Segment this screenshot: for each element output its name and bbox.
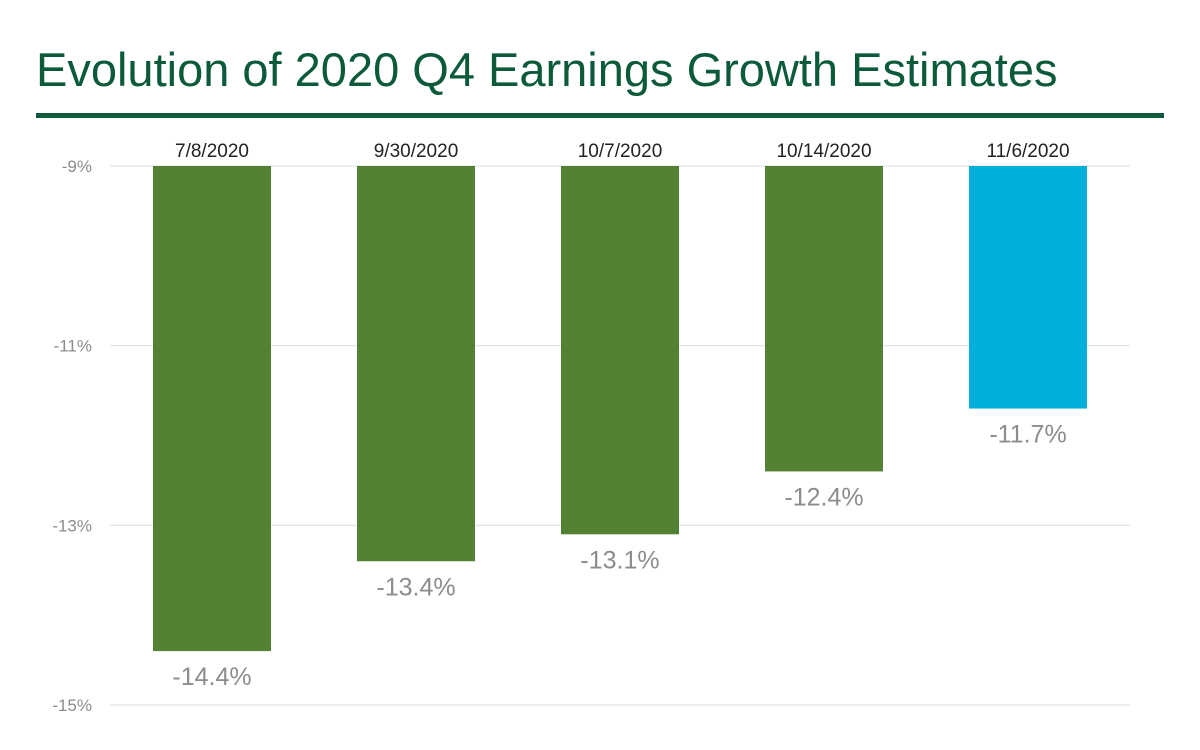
y-tick-label: -11% (54, 337, 92, 356)
bar (765, 166, 883, 472)
data-label: -11.7% (989, 421, 1066, 449)
bar (357, 166, 475, 562)
y-tick-label: -15% (52, 696, 92, 715)
category-labels: 7/8/2020 9/30/2020 10/7/2020 10/14/2020 11/6… (175, 141, 1070, 162)
data-label: -14.4% (172, 663, 251, 691)
data-labels: -14.4% -13.4% -13.1% -12.4% -11.7% (172, 421, 1066, 692)
category-label: 11/6/2020 (986, 141, 1069, 162)
bar (969, 166, 1087, 409)
bar (561, 166, 679, 535)
data-label: -13.1% (580, 546, 659, 574)
bar (153, 166, 271, 652)
category-label: 10/14/2020 (776, 141, 871, 162)
y-tick-label: -9% (62, 157, 92, 176)
category-label: 10/7/2020 (578, 141, 663, 162)
y-tick-label: -13% (52, 516, 92, 535)
y-axis-tick-labels: -9% -11% -13% -15% (52, 157, 92, 715)
data-label: -13.4% (376, 573, 455, 601)
data-label: -12.4% (784, 483, 863, 511)
category-label: 9/30/2020 (374, 141, 459, 162)
chart-title: Evolution of 2020 Q4 Earnings Growth Est… (36, 43, 1058, 96)
title-divider (36, 113, 1164, 118)
bars (153, 166, 1087, 652)
category-label: 7/8/2020 (175, 141, 249, 162)
